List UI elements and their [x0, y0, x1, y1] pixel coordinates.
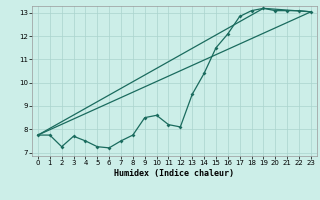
X-axis label: Humidex (Indice chaleur): Humidex (Indice chaleur) [115, 169, 234, 178]
